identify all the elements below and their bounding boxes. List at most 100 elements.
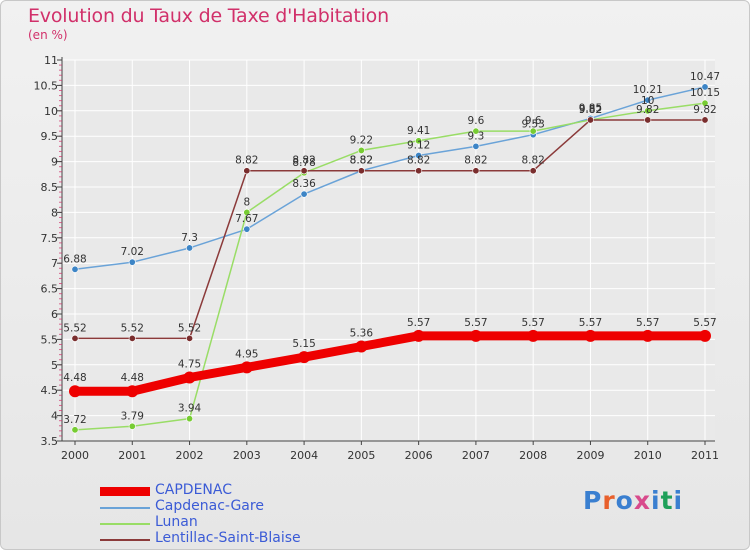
- y-tick-label: 6.5: [41, 283, 59, 296]
- data-point: [186, 244, 194, 252]
- data-point: [584, 329, 597, 342]
- data-label: 9.82: [693, 104, 716, 116]
- x-tick-label: 2010: [634, 449, 662, 462]
- y-tick-label: 5: [51, 359, 58, 372]
- data-point: [186, 334, 194, 342]
- series-line-capdenac-gare: [74, 86, 706, 271]
- data-point: [69, 385, 81, 398]
- x-tick-label: 2004: [290, 449, 318, 462]
- data-point: [183, 371, 196, 384]
- data-point: [469, 329, 482, 342]
- data-point: [357, 167, 365, 175]
- data-label: 5.36: [350, 328, 374, 340]
- y-tick-label: 11: [44, 54, 58, 67]
- y-tick-label: 5.5: [41, 333, 59, 346]
- data-point: [186, 415, 194, 423]
- data-label: 8.82: [407, 155, 430, 167]
- data-point: [71, 334, 79, 342]
- data-point: [71, 265, 79, 273]
- data-label: 4.75: [178, 359, 201, 371]
- data-label: 6.88: [63, 253, 86, 265]
- data-point: [699, 329, 711, 342]
- data-label: 9.12: [407, 140, 430, 152]
- legend-item-lunan: Lunan: [100, 514, 400, 532]
- data-point: [243, 208, 251, 216]
- x-tick-label: 2007: [462, 449, 490, 462]
- data-point: [300, 190, 308, 198]
- y-tick-label: 9: [51, 156, 58, 169]
- data-point: [298, 351, 311, 364]
- data-label: 9.3: [468, 130, 485, 142]
- y-tick-label: 6: [51, 308, 58, 321]
- legend-item-capdenac: CAPDENAC: [100, 482, 400, 500]
- data-point: [126, 385, 139, 398]
- data-point: [415, 137, 423, 145]
- data-label: 7.02: [121, 246, 144, 258]
- y-tick-label: 9.5: [41, 130, 59, 143]
- legend-item-capdenac-gare: Capdenac-Gare: [100, 498, 400, 516]
- x-tick-label: 2003: [233, 449, 261, 462]
- y-tick-label: 7: [51, 257, 58, 270]
- data-label: 10.15: [690, 87, 720, 99]
- logo-letter: t: [660, 486, 674, 515]
- data-label: 9.22: [350, 134, 373, 146]
- data-label: 8.36: [292, 178, 316, 190]
- data-point: [644, 116, 652, 124]
- data-label: 9.82: [579, 104, 602, 116]
- data-label: 4.95: [235, 348, 258, 360]
- x-tick-label: 2005: [347, 449, 375, 462]
- data-label: 7.3: [181, 232, 198, 244]
- series-line-lentillac-saint-blaise: [74, 119, 706, 340]
- legend-label: CAPDENAC: [155, 482, 232, 498]
- legend-label: Capdenac-Gare: [155, 498, 264, 514]
- data-label: 5.52: [178, 322, 201, 334]
- data-point: [529, 167, 537, 175]
- logo-letter: x: [633, 486, 651, 515]
- data-label: 9.41: [407, 125, 430, 137]
- data-point: [529, 127, 537, 135]
- data-label: 3.79: [121, 410, 144, 422]
- data-point: [355, 340, 368, 353]
- y-tick-label: 3.5: [41, 435, 59, 448]
- data-label: 5.52: [63, 322, 86, 334]
- x-tick-label: 2001: [118, 449, 146, 462]
- data-label: 8.82: [235, 155, 258, 167]
- data-label: 9.82: [636, 104, 659, 116]
- data-label: 3.72: [63, 414, 86, 426]
- data-label: 5.57: [521, 317, 544, 329]
- data-point: [243, 167, 251, 175]
- data-label: 9.82: [579, 104, 602, 116]
- x-tick-label: 2002: [176, 449, 204, 462]
- y-tick-label: 4: [51, 410, 58, 423]
- data-point: [128, 422, 136, 430]
- data-point: [701, 116, 709, 124]
- y-tick-label: 4.5: [41, 384, 59, 397]
- data-label: 10: [641, 95, 654, 107]
- series-line-capdenac: [70, 331, 710, 396]
- data-point: [415, 152, 423, 160]
- data-point: [71, 426, 79, 434]
- data-point: [472, 127, 480, 135]
- data-label: 5.57: [579, 317, 602, 329]
- data-label: 5.57: [636, 317, 659, 329]
- x-tick-label: 2008: [519, 449, 547, 462]
- data-point: [527, 329, 540, 342]
- data-label: 10.47: [690, 71, 720, 83]
- data-point: [412, 329, 425, 342]
- data-label: 10.21: [633, 84, 663, 96]
- data-point: [240, 361, 253, 374]
- legend-swatch: [100, 539, 150, 541]
- data-label: 8.82: [521, 155, 544, 167]
- data-label: 8.82: [464, 155, 487, 167]
- legend-swatch: [100, 487, 150, 496]
- y-tick-label: 7.5: [41, 232, 59, 245]
- data-point: [415, 167, 423, 175]
- series-line-lunan: [74, 102, 706, 431]
- data-label: 8.78: [292, 157, 315, 169]
- data-point: [644, 96, 652, 104]
- y-tick-label: 10.5: [34, 79, 59, 92]
- data-point: [243, 225, 251, 233]
- data-label: 8.82: [350, 155, 373, 167]
- x-tick-label: 2006: [405, 449, 433, 462]
